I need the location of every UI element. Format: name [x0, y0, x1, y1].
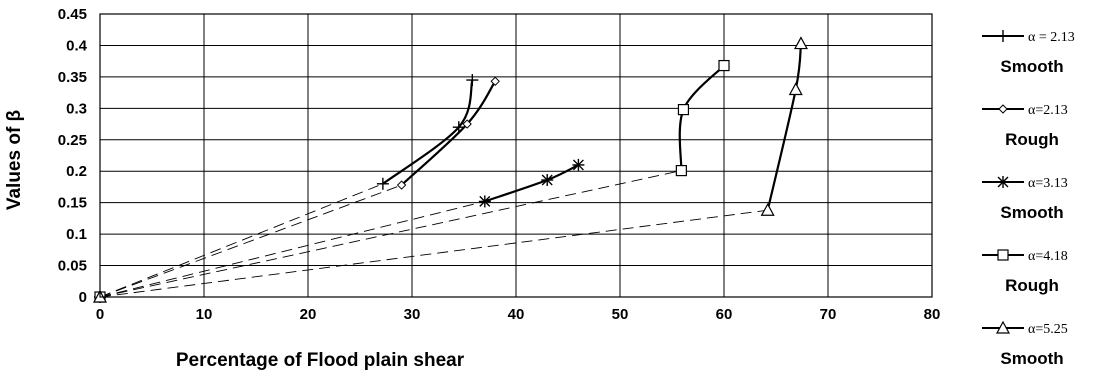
y-tick-label: 0.05: [58, 258, 87, 275]
legend-item: α=3.13 Smooth: [982, 176, 1068, 222]
legend-condition: Rough: [1005, 276, 1059, 295]
x-tick-label: 60: [716, 306, 733, 323]
asterisk-marker: [478, 195, 491, 208]
origin-dashed-line: [99, 200, 485, 298]
triangle-marker: [793, 36, 808, 50]
y-tick-label: 0.1: [66, 226, 87, 243]
x-tick-label: 50: [612, 306, 629, 323]
x-tick-label: 20: [300, 306, 317, 323]
triangle-marker: [788, 82, 803, 96]
square-marker: [675, 164, 687, 177]
y-tick-label: 0: [79, 289, 87, 306]
y-tick-label: 0.4: [66, 37, 88, 54]
legend-plus-marker: [997, 30, 1009, 42]
asterisk-marker: [541, 174, 554, 187]
legend-asterisk-marker: [997, 176, 1009, 188]
series-line: [678, 64, 725, 171]
legend-item: α=4.18 Rough: [982, 249, 1068, 295]
y-axis-title: Values of β: [4, 110, 25, 210]
y-tick-label: 0.45: [58, 6, 87, 23]
legend: α = 2.13 Smooth α=2.13 Rough α=3.13 Smooth α=4…: [982, 30, 1075, 368]
x-tick-label: 80: [924, 306, 941, 323]
x-tick-labels: 0 10 20 30 40 50 60 70 80: [96, 306, 941, 323]
origin-dashed-line: [99, 209, 768, 298]
legend-series-name: α=4.18: [1028, 249, 1068, 264]
origin-dashed-line: [99, 183, 384, 298]
x-tick-label: 10: [196, 306, 213, 323]
diamond-marker: [396, 180, 407, 190]
legend-series-name: α=5.25: [1028, 322, 1068, 337]
legend-condition: Rough: [1005, 130, 1059, 149]
series-curves: [382, 43, 803, 211]
triangle-marker: [760, 202, 775, 216]
x-tick-label: 30: [404, 306, 421, 323]
square-marker: [718, 59, 730, 72]
legend-condition: Smooth: [1000, 349, 1063, 368]
origin-dashed-line: [99, 184, 402, 298]
y-tick-label: 0.3: [66, 100, 87, 117]
legend-item: α=5.25 Smooth: [982, 320, 1068, 368]
plus-marker: [466, 74, 479, 87]
legend-condition: Smooth: [1000, 203, 1063, 222]
square-marker: [677, 103, 690, 116]
origin-dashed-line: [99, 170, 682, 298]
x-axis-title: Percentage of Flood plain shear: [176, 350, 465, 371]
asterisk-marker: [572, 158, 585, 171]
plus-marker: [376, 177, 389, 190]
plus-marker: [452, 121, 465, 134]
legend-diamond-marker: [998, 104, 1008, 114]
y-tick-labels: 0 0.05 0.1 0.15 0.2 0.25 0.3 0.35 0.4 0.45: [58, 6, 88, 306]
series-line: [484, 163, 579, 203]
legend-item: α = 2.13 Smooth: [982, 30, 1075, 76]
x-tick-label: 40: [508, 306, 525, 323]
legend-series-name: α = 2.13: [1028, 30, 1075, 45]
legend-item: α=2.13 Rough: [982, 103, 1068, 149]
legend-condition: Smooth: [1000, 57, 1063, 76]
legend-series-name: α=2.13: [1028, 103, 1068, 118]
grid-lines: [100, 14, 932, 297]
y-tick-label: 0.25: [58, 132, 87, 149]
legend-series-name: α=3.13: [1028, 176, 1068, 191]
y-tick-label: 0.2: [66, 163, 87, 180]
diamond-marker: [462, 119, 472, 129]
series-line: [766, 43, 803, 211]
x-tick-label: 70: [820, 306, 837, 323]
origin-dashed-lines: [99, 170, 768, 298]
plot-frame: [99, 13, 933, 298]
y-tick-label: 0.35: [58, 69, 87, 86]
y-tick-label: 0.15: [58, 195, 87, 212]
legend-square-marker: [997, 249, 1009, 261]
legend-triangle-marker: [995, 320, 1011, 334]
diamond-marker: [490, 76, 500, 86]
series-line: [400, 80, 497, 186]
x-tick-label: 0: [96, 306, 104, 323]
